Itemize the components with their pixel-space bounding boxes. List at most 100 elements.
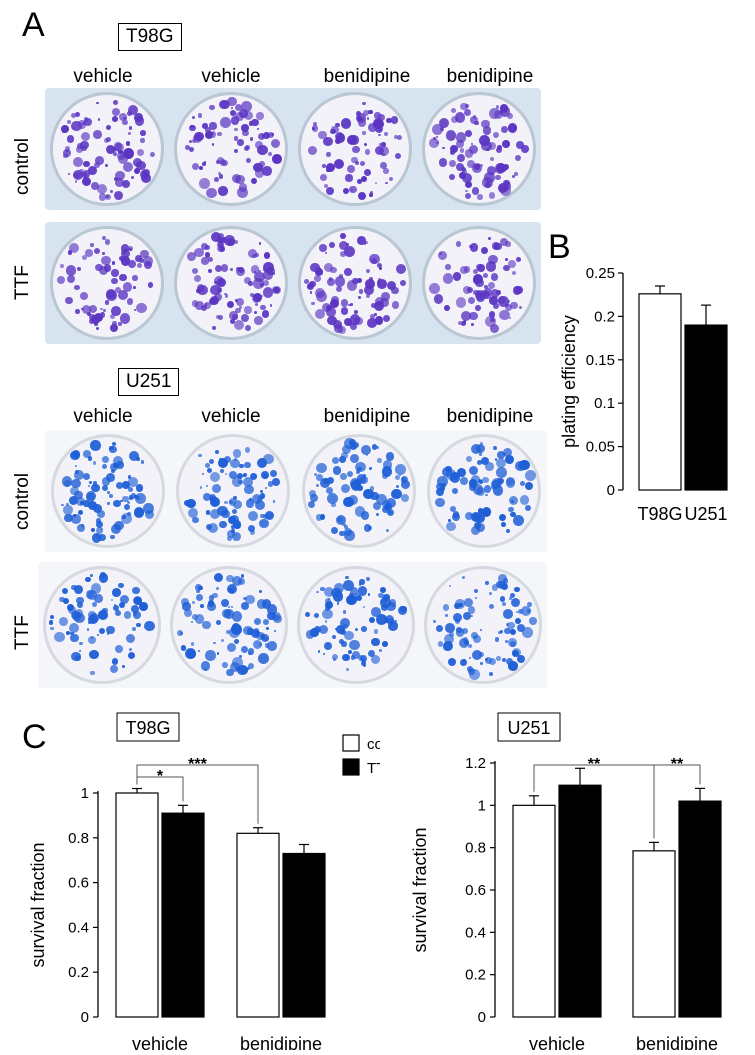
colony (232, 314, 238, 320)
colony (262, 473, 269, 480)
colony (368, 122, 377, 132)
colony (325, 486, 334, 495)
colony (492, 485, 504, 496)
colony (143, 503, 154, 514)
column-label-3: benidipine (323, 66, 411, 87)
colony (339, 617, 351, 628)
colony (109, 323, 118, 332)
colony (319, 586, 325, 592)
colony (459, 147, 465, 153)
colony (456, 163, 465, 172)
colony (469, 243, 479, 252)
colony (363, 524, 371, 532)
colony (479, 661, 483, 665)
colony (361, 176, 368, 183)
colony (138, 257, 145, 264)
colony (336, 601, 340, 605)
colony (215, 620, 221, 626)
colony (442, 272, 454, 284)
colony (117, 151, 126, 160)
colony (182, 602, 191, 611)
row-label-ttf-u251: TTF (12, 615, 33, 650)
colony (81, 176, 92, 187)
colony (233, 458, 238, 462)
colony (483, 285, 488, 290)
colony (126, 298, 134, 305)
colony (505, 303, 513, 311)
colony (192, 600, 196, 604)
colony (343, 317, 352, 327)
colony (219, 159, 226, 166)
culture-dish (50, 226, 164, 340)
bar-ttf (558, 784, 602, 1018)
colony (75, 655, 82, 662)
colony (111, 658, 119, 666)
colony (183, 608, 192, 618)
colony (342, 624, 348, 630)
colony (499, 237, 508, 247)
colony (101, 255, 111, 266)
colony (264, 510, 275, 521)
colony (507, 122, 518, 133)
colony (70, 450, 80, 461)
colony (376, 495, 380, 499)
colony (471, 650, 482, 661)
colony (319, 244, 327, 252)
colony (485, 260, 497, 272)
colony (118, 256, 124, 261)
colony (256, 127, 259, 130)
colony (525, 482, 534, 491)
colony (233, 319, 245, 331)
colony (232, 657, 243, 668)
colony (88, 313, 96, 321)
colony (228, 588, 233, 593)
colony (144, 173, 149, 178)
colony (90, 671, 95, 676)
colony (128, 451, 139, 462)
colony (464, 597, 474, 607)
colony (435, 141, 439, 144)
bar-ttf (678, 800, 722, 1018)
colony (246, 667, 250, 671)
colony (134, 254, 142, 262)
colony (316, 463, 327, 474)
colony (259, 161, 265, 168)
colony (102, 609, 105, 613)
colony (366, 318, 377, 329)
colony (192, 516, 199, 524)
colony (351, 650, 360, 659)
colony (228, 498, 236, 506)
culture-dish (42, 566, 161, 684)
colony (240, 602, 250, 611)
row-label-control-u251: control (12, 472, 33, 530)
colony (188, 147, 194, 153)
colony (360, 660, 367, 667)
colony (379, 649, 382, 652)
colony (209, 509, 220, 520)
colony (93, 312, 104, 323)
colony (127, 651, 136, 660)
colony (219, 457, 223, 462)
colony (232, 576, 243, 586)
colony (109, 314, 115, 320)
colony (128, 495, 134, 500)
colony (132, 275, 138, 281)
colony (470, 614, 473, 618)
colony (213, 572, 223, 583)
colony (358, 296, 361, 299)
colony (488, 603, 494, 609)
colony (475, 523, 485, 533)
colony (264, 252, 271, 259)
colony (436, 475, 448, 487)
colony (223, 292, 227, 296)
legend-label: TTF (367, 760, 380, 777)
significance-marker: * (157, 768, 164, 785)
colony (191, 162, 200, 171)
colony (186, 498, 196, 509)
significance-bracket (653, 764, 701, 839)
colony (364, 169, 372, 177)
colony (522, 627, 533, 638)
colony (459, 171, 467, 179)
colony (230, 106, 234, 110)
colony (224, 501, 228, 505)
